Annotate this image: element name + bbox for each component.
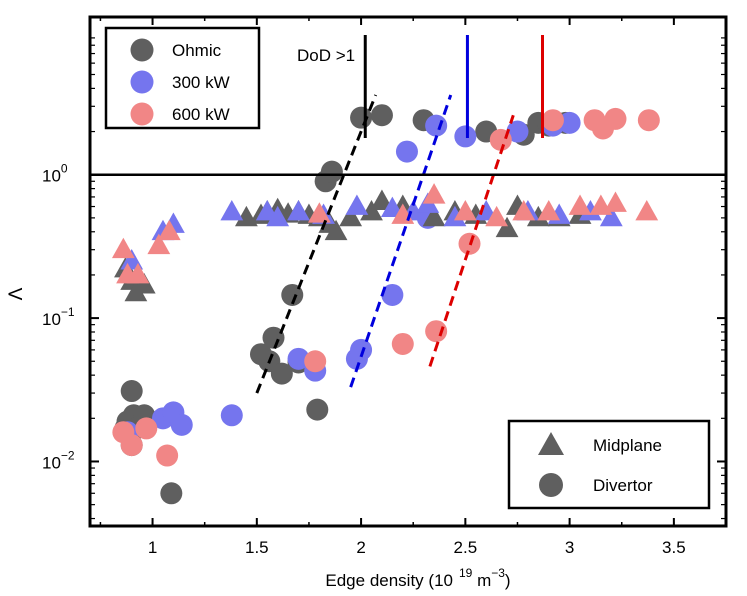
point-300-kw-divertor-8 [350,338,373,361]
point-300-kw-divertor-9 [381,283,404,306]
point-ohmic-divertor-14 [306,398,329,421]
point-300-kw-midplane-17 [599,205,623,227]
point-ohmic-divertor-18 [370,104,393,127]
point-600-kw-midplane-15 [635,199,659,221]
x-tick-label-4: 3 [565,538,574,557]
legend-label-2: 600 kW [172,105,230,124]
point-300-kw-divertor-11 [395,140,418,163]
fit-line-0 [255,94,378,394]
y-tick-label-2: 10−2 [42,448,75,472]
legend-circle-marker [539,473,563,497]
point-600-kw-divertor-9 [541,109,564,132]
point-ohmic-divertor-7 [160,482,183,505]
point-600-kw-divertor-4 [304,350,327,373]
legend-label-1: 300 kW [172,73,230,92]
point-300-kw-divertor-12 [425,114,448,137]
point-600-kw-midplane-5 [307,202,331,223]
point-600-kw-divertor-2 [135,417,158,440]
point-600-kw-divertor-6 [425,320,448,343]
legend-heating: Ohmic 300 kW 600 kW [104,26,261,130]
point-ohmic-midplane-16 [370,189,394,210]
point-ohmic-midplane-23 [526,205,550,227]
point-600-kw-divertor-1 [120,434,143,457]
x-tick-label-5: 3.5 [662,538,686,557]
point-600-kw-divertor-12 [604,107,627,130]
point-ohmic-divertor-11 [270,362,293,385]
legend-location-label-0: Midplane [593,436,662,455]
y-tick-label-0: 100 [42,162,68,186]
point-600-kw-midplane-3 [147,233,171,255]
point-300-kw-divertor-5 [287,347,310,370]
data-markers [111,104,660,505]
point-300-kw-midplane-3 [220,199,244,221]
point-ohmic-divertor-2 [120,380,143,403]
x-tick-label-0: 1 [148,538,157,557]
point-600-kw-midplane-8 [453,199,477,221]
y-axis: 100 10−1 10−2 [42,37,726,520]
fit-lines [255,94,515,394]
point-300-kw-divertor-4 [220,404,243,427]
legend-marker-0 [130,38,154,62]
legend-label-0: Ohmic [172,41,222,60]
point-ohmic-divertor-16 [320,160,343,183]
legend-location-box [507,419,711,510]
point-300-kw-divertor-16 [558,111,581,134]
point-ohmic-midplane-13 [324,219,348,241]
point-300-kw-divertor-14 [506,120,529,143]
point-600-kw-midplane-10 [512,199,536,221]
legend-marker-2 [130,102,154,126]
point-ohmic-midplane-15 [360,199,383,221]
point-600-kw-divertor-13 [637,109,660,132]
x-tick-label-1: 1.5 [245,538,269,557]
dod-annotation: DoD >1 [297,46,355,65]
x-tick-label-3: 2.5 [454,538,478,557]
fit-line-1 [349,94,453,388]
point-300-kw-divertor-3 [170,413,193,436]
point-300-kw-midplane-16 [579,199,602,221]
point-ohmic-divertor-9 [262,326,285,349]
point-300-kw-midplane-5 [266,205,290,227]
plot-frame [88,15,728,528]
point-ohmic-midplane-21 [495,216,519,238]
point-600-kw-midplane-14 [604,191,627,212]
legend-location: Midplane Divertor [507,419,711,510]
point-600-kw-divertor-5 [391,332,414,355]
point-300-kw-midplane-12 [443,205,467,227]
point-ohmic-midplane-18 [422,205,446,227]
point-300-kw-divertor-13 [454,125,477,148]
point-ohmic-divertor-12 [281,283,304,306]
point-ohmic-midplane-14 [339,205,363,227]
legend-location-label-1: Divertor [593,476,653,495]
point-600-kw-midplane-4 [157,219,181,241]
point-600-kw-midplane-9 [485,205,509,227]
point-600-kw-midplane-0 [111,237,135,259]
point-600-kw-midplane-12 [568,194,592,215]
x-tick-label-2: 2 [356,538,365,557]
legend-marker-1 [130,70,154,94]
point-300-kw-midplane-8 [345,194,369,215]
legend-triangle-marker [538,432,564,455]
fit-line-2 [428,114,515,367]
point-300-kw-midplane-6 [287,199,310,221]
dod-lines [363,35,544,138]
point-600-kw-midplane-7 [422,183,446,204]
point-600-kw-divertor-3 [156,444,179,467]
point-600-kw-midplane-2 [126,262,150,284]
x-axis-label: Edge density (10 19 m−3) [325,566,510,590]
y-axis-label: Λ [6,287,27,300]
point-600-kw-midplane-11 [537,199,561,221]
x-axis: 1 1.5 2 2.5 3 3.5 [99,17,727,557]
y-tick-label-1: 10−1 [42,305,75,329]
